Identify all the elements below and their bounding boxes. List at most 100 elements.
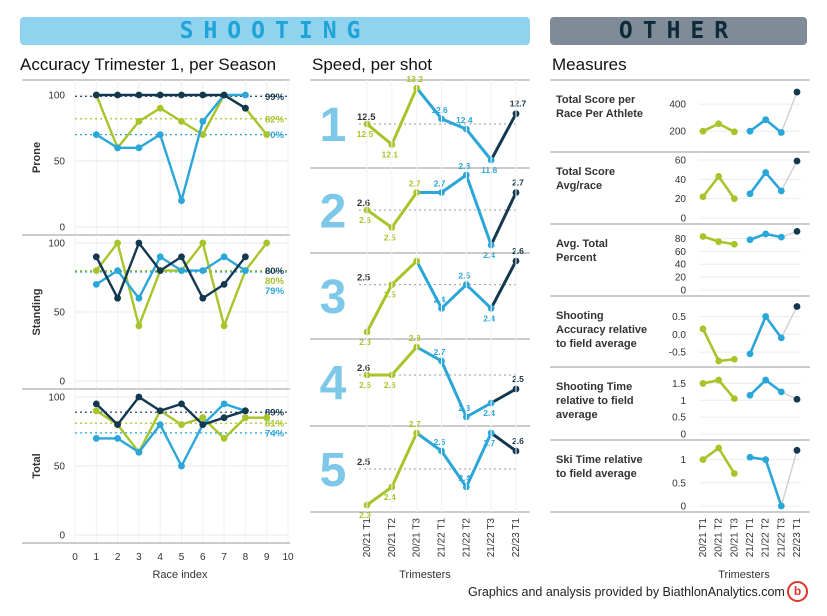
accuracy-ytick: 0 xyxy=(59,531,65,542)
data-point xyxy=(793,303,801,310)
data-point xyxy=(220,253,228,261)
measures-xtick: 20/21 T1 xyxy=(698,518,709,558)
series-segment xyxy=(780,91,798,133)
data-label: 12.6 xyxy=(431,105,448,115)
measure-label: Shooting xyxy=(556,310,604,322)
data-point xyxy=(156,421,164,428)
data-point xyxy=(242,414,249,422)
measure-ytick: 40 xyxy=(675,175,687,186)
measure-label: Accuracy relative xyxy=(556,324,647,336)
data-point xyxy=(178,462,185,470)
measure-label: Percent xyxy=(556,252,597,264)
reference-label: 2.6 xyxy=(357,198,370,209)
data-label: 2.6 xyxy=(512,436,524,446)
accuracy-ytick: 100 xyxy=(48,91,65,102)
data-point xyxy=(199,239,207,247)
shooting-banner: SHOOTING xyxy=(20,17,530,45)
series-segment xyxy=(415,345,443,363)
data-point xyxy=(178,400,185,408)
data-label: 13.2 xyxy=(406,74,423,84)
data-point xyxy=(730,240,738,248)
data-label: 2.6 xyxy=(434,437,446,447)
data-point xyxy=(156,131,164,139)
series-segment xyxy=(490,387,517,405)
data-point xyxy=(715,238,723,246)
data-point xyxy=(178,421,185,428)
data-point xyxy=(92,253,100,261)
footer-credit: Graphics and analysis provided by Biathl… xyxy=(468,585,785,599)
data-label: 11.8 xyxy=(481,165,497,175)
series-segment xyxy=(465,401,492,419)
series-line xyxy=(95,395,246,427)
data-point xyxy=(220,414,228,422)
accuracy-ylabel: Standing xyxy=(31,288,43,335)
data-point xyxy=(715,444,723,452)
series-segment xyxy=(489,191,518,246)
data-point xyxy=(699,193,707,201)
data-label: 2.4 xyxy=(458,473,470,483)
data-point xyxy=(156,253,164,261)
data-point xyxy=(793,227,801,235)
data-point xyxy=(746,127,754,135)
data-label: 12.4 xyxy=(456,115,473,125)
series-segment xyxy=(440,173,468,194)
accuracy-xlabel: Race index xyxy=(152,569,208,581)
data-point xyxy=(746,190,754,198)
measure-ytick: 20 xyxy=(675,273,687,284)
series-line xyxy=(748,313,783,355)
data-label: 2.7 xyxy=(434,347,446,357)
measure-label: Total Score xyxy=(556,166,615,178)
data-label: 2.4 xyxy=(483,250,495,260)
measure-ytick: 60 xyxy=(675,156,687,167)
measure-label: relative to field xyxy=(556,395,634,407)
series-segment xyxy=(464,174,493,246)
series-line xyxy=(95,93,246,205)
measure-label: Avg. Total xyxy=(556,238,608,250)
measures-xtick: 21/22 T1 xyxy=(745,518,756,558)
data-point xyxy=(156,91,164,99)
reference-label: 80% xyxy=(265,276,285,287)
data-point xyxy=(92,400,100,408)
accuracy-ytick: 100 xyxy=(48,239,65,250)
data-label: 12.7 xyxy=(510,99,527,109)
data-point xyxy=(114,91,121,99)
data-point xyxy=(135,144,143,152)
data-point xyxy=(199,267,207,274)
data-point xyxy=(135,448,143,456)
data-point xyxy=(199,421,207,428)
accuracy-xtick: 6 xyxy=(200,552,206,563)
data-point xyxy=(178,118,185,125)
data-point xyxy=(92,131,100,139)
data-point xyxy=(242,253,249,261)
data-point xyxy=(699,380,707,387)
data-label: 2.5 xyxy=(512,374,524,384)
series-segment xyxy=(390,191,418,229)
data-point xyxy=(746,236,754,244)
data-point xyxy=(762,230,770,238)
data-label: 2.5 xyxy=(458,271,470,281)
accuracy-xtick: 9 xyxy=(264,552,270,563)
series-segment xyxy=(415,87,443,120)
accuracy-ytick: 50 xyxy=(54,157,66,168)
data-point xyxy=(220,91,228,99)
data-point xyxy=(699,233,707,240)
series-segment xyxy=(366,208,393,229)
series-segment xyxy=(780,306,798,339)
data-label: 2.6 xyxy=(359,215,371,225)
speed-xtick: 22/23 T1 xyxy=(511,518,522,558)
data-point xyxy=(92,281,100,288)
data-point xyxy=(199,414,207,422)
data-point xyxy=(746,391,754,399)
measures-xtick: 22/23 T1 xyxy=(792,518,803,558)
data-point xyxy=(242,91,249,99)
measure-label: Avg/race xyxy=(556,180,602,192)
reference-label: 2.5 xyxy=(357,457,371,468)
measure-ytick: -0.5 xyxy=(669,348,687,359)
accuracy-xtick: 0 xyxy=(72,552,78,563)
series-segment xyxy=(415,260,443,310)
speed-xlabel: Trimesters xyxy=(399,569,451,581)
measures-xtick: 21/22 T2 xyxy=(761,518,772,558)
series-segment xyxy=(465,283,493,310)
series-line xyxy=(749,455,783,507)
accuracy-ylabel: Prone xyxy=(31,142,43,173)
